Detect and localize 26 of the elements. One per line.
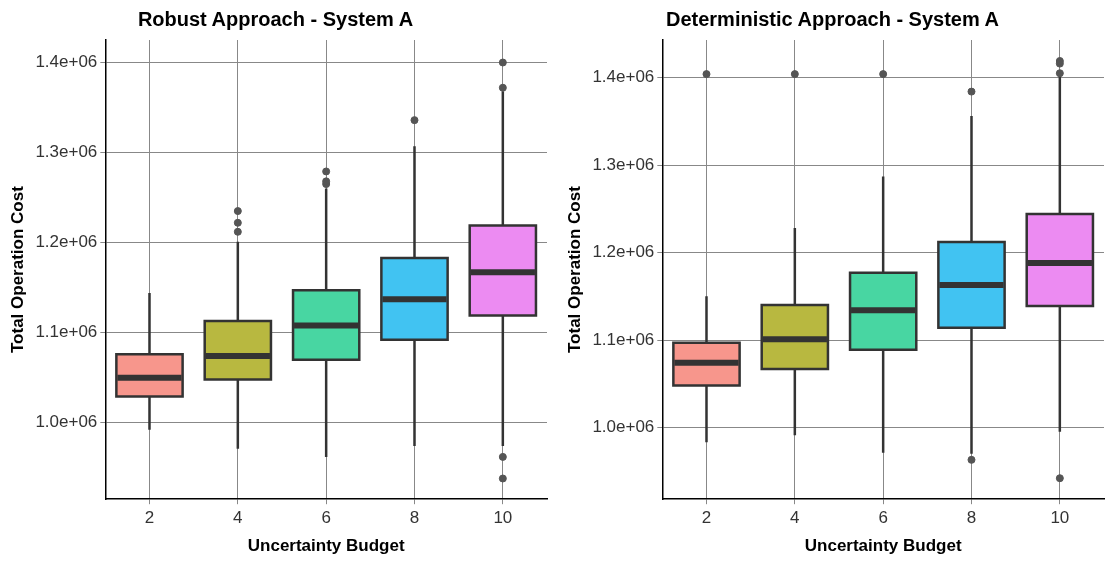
- y-tick-label: 1.0e+06: [35, 412, 98, 432]
- chart-title: Deterministic Approach - System A: [665, 7, 1000, 30]
- x-tick-label: 2: [701, 508, 712, 528]
- x-tick-label: 6: [321, 508, 331, 528]
- x-tick-label: 6: [878, 508, 888, 528]
- y-tick-label: 1.1e+06: [35, 322, 98, 342]
- y-axis-title: Total Operation Cost: [7, 185, 27, 354]
- y-tick-label: 1.2e+06: [592, 242, 655, 262]
- x-axis-title: Uncertainty Budget: [804, 536, 962, 556]
- y-tick-label: 1.4e+06: [35, 52, 98, 72]
- y-tick-label: 1.3e+06: [35, 142, 98, 162]
- chart-title: Robust Approach - System A: [137, 7, 414, 30]
- x-tick-label: 8: [966, 508, 977, 528]
- y-tick-label: 1.0e+06: [592, 417, 655, 437]
- x-tick-label: 4: [233, 508, 243, 528]
- x-tick-label: 10: [1050, 508, 1070, 528]
- y-axis-title: Total Operation Cost: [564, 185, 584, 354]
- x-tick-label: 2: [144, 508, 155, 528]
- x-tick-label: 4: [790, 508, 800, 528]
- y-tick-label: 1.1e+06: [592, 329, 655, 349]
- y-tick-label: 1.4e+06: [592, 67, 655, 87]
- y-tick-label: 1.2e+06: [35, 232, 98, 252]
- x-tick-label: 10: [493, 508, 513, 528]
- y-tick-label: 1.3e+06: [592, 154, 655, 174]
- x-tick-label: 8: [409, 508, 420, 528]
- x-axis-title: Uncertainty Budget: [247, 536, 405, 556]
